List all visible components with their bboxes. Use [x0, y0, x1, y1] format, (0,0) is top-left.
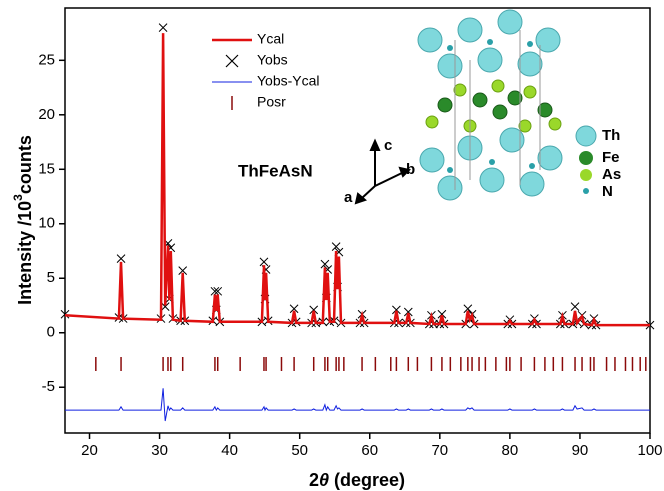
crystal-inset: c b a Th Fe As N	[344, 9, 621, 206]
obs-point	[320, 259, 330, 269]
y-tick-label: 15	[38, 160, 55, 177]
x-axis-label: 2θ (degree)	[309, 470, 405, 490]
plot-frame	[64, 7, 651, 434]
obs-point	[309, 305, 319, 315]
obs-point	[210, 286, 220, 296]
obs-point	[178, 266, 188, 275]
obs-point	[160, 302, 170, 311]
obs-point	[463, 304, 473, 314]
axis-c: c	[384, 137, 392, 154]
y-axis-label: Intensity /103counts	[11, 135, 35, 305]
legend-label: Posr	[257, 94, 286, 110]
y-tick-label: 20	[38, 106, 55, 123]
legend-label: Yobs-Ycal	[257, 73, 320, 89]
x-tick-label: 40	[221, 442, 238, 459]
legend-label: Yobs	[257, 52, 288, 68]
obs-point	[259, 257, 269, 267]
legend-label: Ycal	[257, 31, 284, 47]
obs-point	[158, 23, 168, 32]
y-tick-label: 5	[47, 269, 55, 286]
axis-b: b	[406, 161, 415, 178]
obs-point	[392, 305, 401, 315]
obs-point	[116, 254, 126, 263]
x-tick-label: 80	[502, 442, 519, 459]
obs-point	[213, 286, 223, 296]
obs-point	[289, 304, 299, 314]
atom-label: N	[602, 183, 613, 200]
plot-area	[60, 23, 655, 422]
obs-point	[60, 309, 70, 319]
y-tick-label: 0	[47, 324, 55, 341]
y-tick-label: 25	[38, 51, 55, 68]
legend-swatch	[225, 54, 239, 68]
obs-point	[570, 302, 580, 311]
x-tick-label: 100	[637, 442, 662, 459]
line-0	[64, 33, 650, 327]
atom-label: Fe	[602, 149, 620, 166]
line-2	[65, 388, 650, 422]
x-tick-label: 20	[81, 442, 98, 459]
y-tick-label: -5	[42, 378, 55, 395]
annotation: ThFeAsN	[238, 161, 313, 180]
x-tick-label: 50	[291, 442, 308, 459]
obs-point	[437, 309, 447, 319]
x-tick-label: 60	[361, 442, 378, 459]
obs-point	[403, 307, 413, 317]
x-tick-label: 70	[431, 442, 448, 459]
obs-point	[331, 242, 341, 252]
atom-label: As	[602, 166, 621, 183]
x-tick-label: 30	[151, 442, 168, 459]
atom-label: Th	[602, 127, 620, 144]
y-tick-label: 10	[38, 215, 55, 232]
axis-a: a	[344, 189, 353, 206]
x-tick-label: 90	[572, 442, 589, 459]
